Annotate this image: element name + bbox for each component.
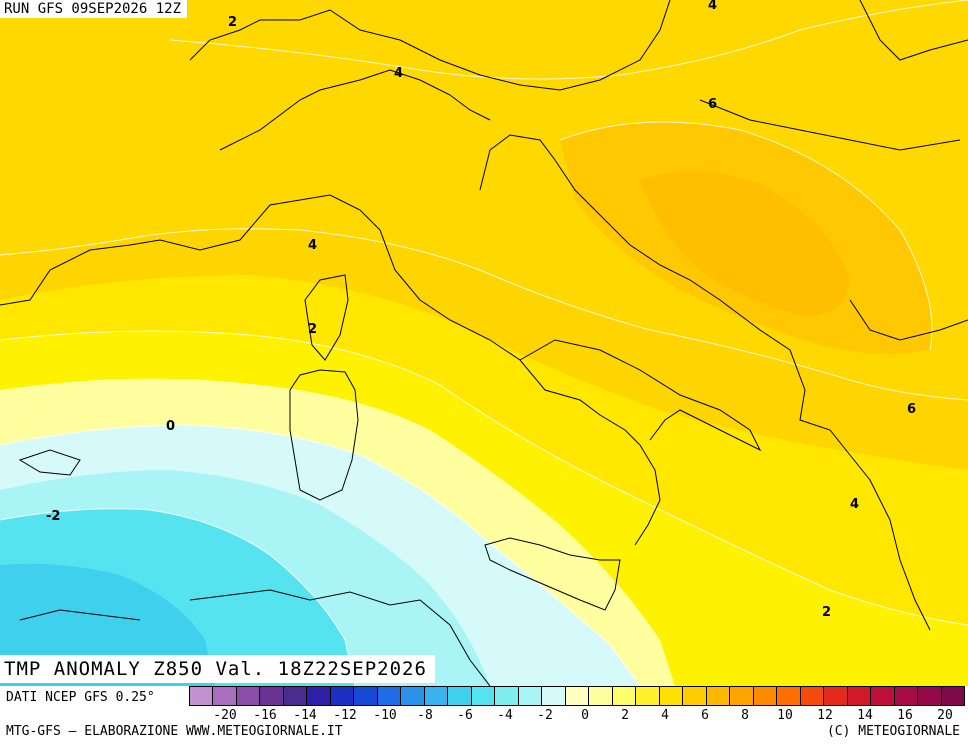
run-label: RUN GFS 09SEP2026 12Z [0,0,188,18]
legend-swatch [495,687,519,705]
legend-swatch [424,687,449,705]
map-title: TMP ANOMALY Z850 Val. 18Z22SEP2026 [0,655,435,683]
credit-right: (C) METEOGIORNALE [826,724,960,739]
legend-label: -8 [417,708,433,723]
legend-swatch [730,687,754,705]
legend-label: -20 [213,708,237,723]
legend-swatch [800,687,825,705]
legend-swatch [330,687,355,705]
legend-label: -14 [293,708,317,723]
contour-label: -2 [46,509,60,524]
anomaly-map: 2 4 4 6 4 2 0 -2 6 4 2 [0,0,968,686]
contour-label: 4 [308,238,317,253]
legend-swatch [941,687,964,705]
legend-label: -12 [333,708,357,723]
data-source-label: DATI NCEP GFS 0.25° [6,690,155,705]
legend-label: 8 [741,708,749,723]
legend-swatch [918,687,942,705]
legend-swatch [824,687,848,705]
legend-label: 20 [937,708,953,723]
legend-swatch [354,687,378,705]
legend-swatch [190,687,214,705]
contour-label: 6 [907,402,916,417]
legend-label: -16 [253,708,277,723]
legend-swatch [260,687,284,705]
contour-label: 0 [166,419,175,434]
legend-labels: -20 -16 -14 -12 -10 -8 -6 -4 -2 0 2 4 6 8 10 12 14 16 20 [189,708,965,724]
legend-swatch [448,687,472,705]
legend-swatch [236,687,261,705]
legend-swatch [612,687,637,705]
band-6-8-core [640,171,850,316]
legend-swatch [871,687,895,705]
legend-label: 16 [897,708,913,723]
legend-label: 14 [857,708,873,723]
legend-swatch [683,687,707,705]
legend-swatch [753,687,778,705]
legend-swatch [706,687,731,705]
credit-left: MTG-GFS – ELABORAZIONE WWW.METEOGIORNALE… [6,724,343,739]
legend-swatch [565,687,590,705]
contour-label: 4 [708,0,717,13]
contour-label: 2 [308,322,317,337]
legend-swatch [542,687,566,705]
legend-swatch [777,687,801,705]
legend-swatch [894,687,919,705]
legend-swatch [283,687,308,705]
legend-label: 0 [581,708,589,723]
legend-label: -4 [497,708,513,723]
legend-swatch [518,687,543,705]
contour-label: 2 [228,15,237,30]
legend-swatch [401,687,425,705]
contour-label: 4 [394,66,403,81]
legend-label: 2 [621,708,629,723]
legend-label: -6 [457,708,473,723]
legend-swatch [659,687,684,705]
legend-label: 10 [777,708,793,723]
legend-swatch [636,687,660,705]
contour-label: 6 [708,97,717,112]
legend-swatch [589,687,613,705]
legend-label: 4 [661,708,669,723]
coastlines [0,0,968,686]
contour-label: 2 [822,605,831,620]
color-legend [189,686,965,706]
legend-label: 6 [701,708,709,723]
legend-swatch [213,687,237,705]
legend-swatch [307,687,331,705]
legend-label: -2 [537,708,553,723]
legend-swatch [471,687,496,705]
legend-swatch [377,687,402,705]
legend-label: 12 [817,708,833,723]
footer: DATI NCEP GFS 0.25° -20 -16 -14 -12 -10 -8 -6-… [0,686,968,745]
contour-labels: 2 4 4 6 4 2 0 -2 6 4 2 [46,0,916,620]
legend-swatch [847,687,872,705]
legend-label: -10 [373,708,397,723]
contour-label: 4 [850,497,859,512]
